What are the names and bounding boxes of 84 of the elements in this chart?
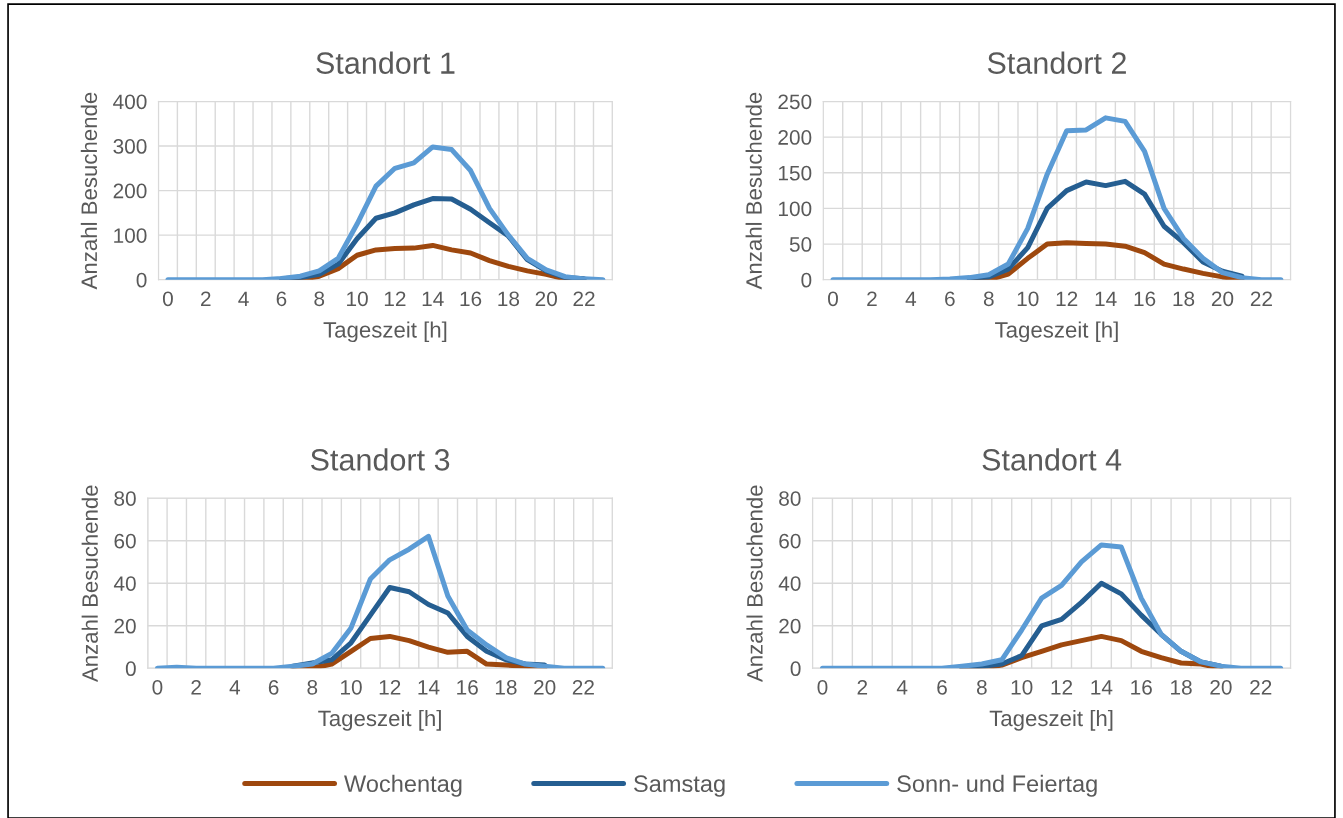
y-tick-label: 60 xyxy=(114,533,136,549)
y-tick-label: 200 xyxy=(113,183,147,199)
chart-title: Standort 3 xyxy=(310,448,450,471)
y-tick-label: 80 xyxy=(779,491,801,506)
x-tick-label: 12 xyxy=(1056,291,1078,306)
x-tick-label: 4 xyxy=(238,291,249,306)
x-axis-title: Tageszeit [h] xyxy=(989,709,1113,731)
x-tick-label: 10 xyxy=(347,291,368,307)
x-tick-label: 10 xyxy=(1017,291,1039,307)
x-axis-title: Tageszeit [h] xyxy=(323,321,447,343)
x-tick-label: 16 xyxy=(1131,679,1152,695)
x-tick-label: 18 xyxy=(1173,291,1195,307)
x-tick-label: 0 xyxy=(817,679,828,695)
x-tick-label: 10 xyxy=(341,679,362,695)
x-tick-label: 10 xyxy=(1011,679,1033,695)
chart-title: Standort 1 xyxy=(316,51,455,74)
chart-title: Standort 2 xyxy=(987,51,1126,74)
x-tick-label: 0 xyxy=(828,291,838,307)
y-tick-label: 250 xyxy=(778,94,812,110)
x-tick-label: 22 xyxy=(572,679,594,695)
y-tick-label: 40 xyxy=(778,576,801,591)
x-tick-label: 22 xyxy=(1250,679,1272,695)
x-tick-label: 2 xyxy=(857,679,868,695)
x-tick-label: 4 xyxy=(229,680,241,695)
x-tick-label: 2 xyxy=(867,291,877,306)
legend-label: Samstag xyxy=(634,775,725,797)
x-tick-label: 12 xyxy=(1051,679,1073,695)
x-tick-label: 8 xyxy=(976,679,987,695)
y-tick-label: 100 xyxy=(778,201,812,217)
x-tick-label: 6 xyxy=(937,679,947,695)
x-tick-label: 14 xyxy=(1091,680,1113,695)
y-tick-label: 50 xyxy=(789,237,812,252)
x-tick-label: 16 xyxy=(457,679,478,695)
x-axis-title: Tageszeit [h] xyxy=(318,709,441,731)
x-tick-label: 6 xyxy=(945,291,955,307)
y-tick-label: 100 xyxy=(114,228,147,243)
x-tick-label: 4 xyxy=(896,680,908,695)
y-tick-label: 0 xyxy=(790,661,801,677)
x-tick-label: 0 xyxy=(162,291,173,307)
y-axis-title: Anzahl Besuchende xyxy=(746,485,763,683)
legend-label: Sonn- und Feiertag xyxy=(897,774,1097,797)
x-tick-label: 20 xyxy=(535,291,557,307)
x-tick-label: 18 xyxy=(495,679,517,695)
x-tick-label: 20 xyxy=(1210,679,1232,695)
x-tick-label: 14 xyxy=(1095,291,1117,306)
y-tick-label: 20 xyxy=(779,618,801,634)
y-tick-label: 20 xyxy=(114,618,136,634)
y-tick-label: 0 xyxy=(125,661,136,677)
x-tick-label: 8 xyxy=(314,291,325,307)
x-tick-label: 8 xyxy=(983,291,994,307)
x-tick-label: 2 xyxy=(191,679,201,695)
x-tick-label: 18 xyxy=(1171,679,1192,695)
x-tick-label: 6 xyxy=(276,291,287,307)
x-tick-label: 18 xyxy=(498,291,520,307)
x-tick-label: 2 xyxy=(201,291,211,306)
legend-label: Wochentag xyxy=(344,774,462,797)
x-tick-label: 20 xyxy=(534,679,556,695)
x-tick-label: 16 xyxy=(1134,291,1156,307)
x-tick-label: 14 xyxy=(422,291,444,306)
x-tick-label: 8 xyxy=(307,679,318,695)
y-axis-title: Anzahl Besuchende xyxy=(745,92,762,290)
y-axis-title: Anzahl Besuchende xyxy=(81,485,98,683)
chart-title: Standort 4 xyxy=(982,448,1122,471)
x-tick-label: 22 xyxy=(1250,291,1272,306)
x-tick-label: 4 xyxy=(905,291,917,306)
y-tick-label: 300 xyxy=(113,139,147,154)
x-tick-label: 16 xyxy=(460,291,482,307)
x-axis-title: Tageszeit [h] xyxy=(995,321,1118,343)
y-tick-label: 200 xyxy=(778,130,812,145)
y-axis-title: Anzahl Besuchende xyxy=(80,92,98,290)
y-tick-label: 80 xyxy=(114,491,136,506)
x-tick-label: 20 xyxy=(1211,291,1234,307)
y-tick-label: 0 xyxy=(136,272,147,288)
y-tick-label: 0 xyxy=(801,272,812,288)
x-tick-label: 12 xyxy=(384,291,406,306)
y-tick-label: 400 xyxy=(113,94,147,110)
x-tick-label: 22 xyxy=(573,291,595,306)
y-tick-label: 40 xyxy=(113,576,136,591)
y-tick-label: 60 xyxy=(779,533,801,549)
x-tick-label: 12 xyxy=(379,679,401,695)
x-tick-label: 6 xyxy=(268,679,279,695)
y-tick-label: 150 xyxy=(778,165,812,181)
x-tick-label: 0 xyxy=(152,679,163,695)
x-tick-label: 14 xyxy=(418,680,440,695)
